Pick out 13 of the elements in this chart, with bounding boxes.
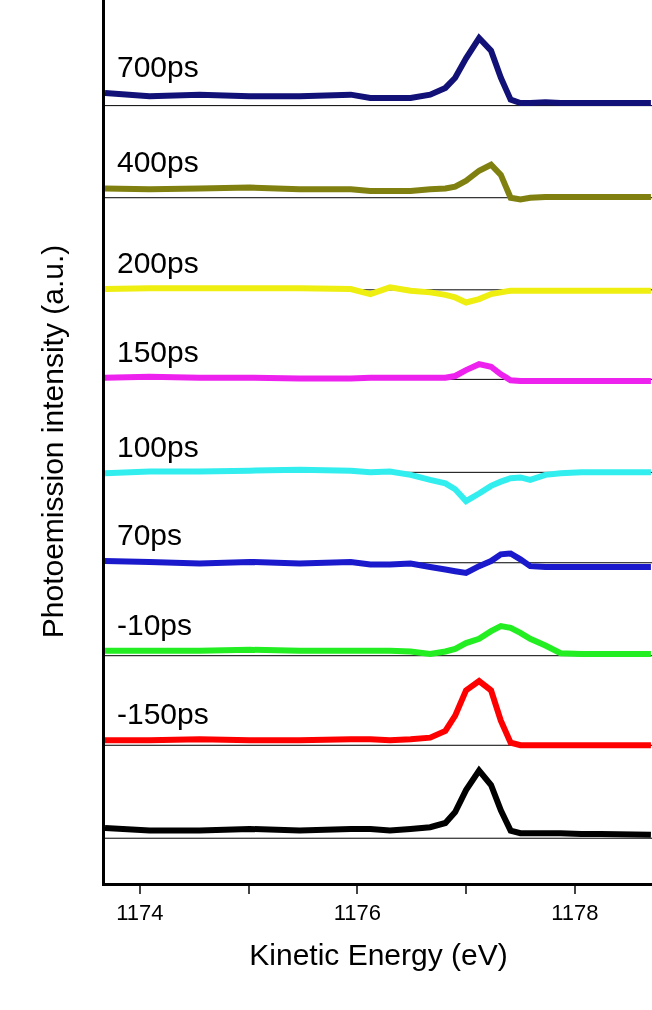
- series-label: 400ps: [117, 145, 199, 178]
- series-label: 200ps: [117, 246, 199, 279]
- y-axis-title: Photoemission intensity (a.u.): [36, 244, 69, 639]
- x-axis-title: Kinetic Energy (eV): [249, 937, 508, 971]
- series-label: 100ps: [117, 430, 199, 463]
- series-label: 150ps: [117, 335, 199, 368]
- x-tick-label: 1174: [116, 900, 164, 926]
- x-tick-label: 1176: [333, 900, 381, 926]
- series-label: 700ps: [117, 50, 199, 83]
- x-tick-label: 1178: [551, 900, 599, 926]
- series-label: -10ps: [117, 608, 193, 641]
- series-label: -150ps: [117, 697, 209, 730]
- series-label: 70ps: [117, 518, 183, 551]
